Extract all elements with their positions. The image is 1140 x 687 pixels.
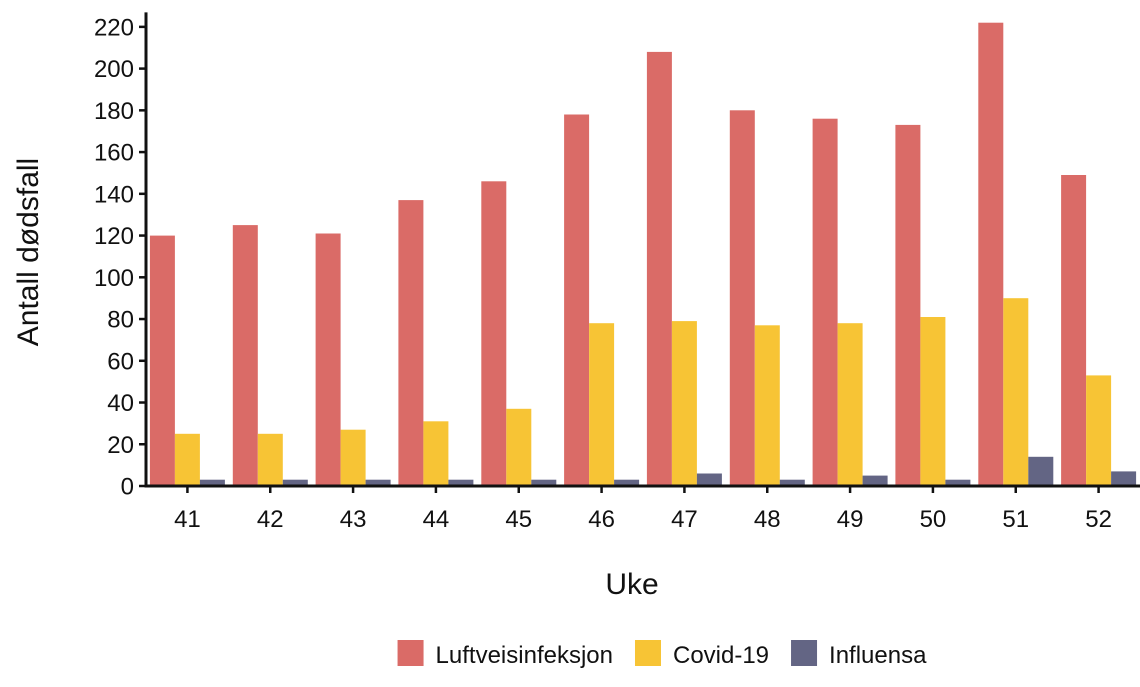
y-tick-label-20: 20 (107, 432, 134, 459)
bar-luftveisinfeksjon-42 (233, 225, 258, 486)
bar-covid-19-43 (341, 430, 366, 486)
legend-swatch-covid-19 (635, 640, 661, 666)
y-tick-label-80: 80 (107, 307, 134, 334)
legend-label-influensa: Influensa (829, 642, 927, 669)
bars-group (150, 23, 1136, 486)
bar-influensa-52 (1111, 471, 1136, 486)
legend: Luftveisinfeksjon Covid-19 Influensa (398, 640, 928, 669)
bar-luftveisinfeksjon-48 (730, 110, 755, 486)
y-tick-label-200: 200 (94, 56, 134, 83)
x-tick-label-44: 44 (423, 506, 450, 533)
x-axis-title: Uke (605, 568, 658, 601)
bar-luftveisinfeksjon-50 (895, 125, 920, 486)
x-tick-label-43: 43 (340, 506, 367, 533)
bar-covid-19-45 (506, 409, 531, 486)
bar-luftveisinfeksjon-43 (316, 234, 341, 487)
y-tick-label-100: 100 (94, 265, 134, 292)
bar-luftveisinfeksjon-52 (1061, 175, 1086, 486)
y-tick-label-120: 120 (94, 223, 134, 250)
x-tick-label-41: 41 (174, 506, 201, 533)
y-tick-label-60: 60 (107, 348, 134, 375)
x-tick-label-47: 47 (671, 506, 698, 533)
y-tick-label-160: 160 (94, 140, 134, 167)
bar-covid-19-52 (1086, 375, 1111, 486)
x-tick-label-48: 48 (754, 506, 781, 533)
bar-influensa-51 (1028, 457, 1053, 486)
bar-luftveisinfeksjon-47 (647, 52, 672, 486)
bar-influensa-47 (697, 474, 722, 487)
y-tick-label-180: 180 (94, 98, 134, 125)
x-tick-label-49: 49 (837, 506, 864, 533)
x-tick-label-50: 50 (920, 506, 947, 533)
bar-luftveisinfeksjon-46 (564, 115, 589, 487)
bar-covid-19-44 (423, 421, 448, 486)
y-tick-label-40: 40 (107, 390, 134, 417)
bar-covid-19-51 (1003, 298, 1028, 486)
bar-luftveisinfeksjon-44 (398, 200, 423, 486)
y-axis-title: Antall dødsfall (12, 158, 45, 346)
x-tick-label-42: 42 (257, 506, 284, 533)
x-tick-label-52: 52 (1085, 506, 1112, 533)
bar-covid-19-47 (672, 321, 697, 486)
x-axis: 41 42 43 44 45 46 47 48 49 50 51 52 (145, 486, 1140, 533)
y-tick-label-140: 140 (94, 181, 134, 208)
bar-luftveisinfeksjon-49 (813, 119, 838, 486)
y-axis: 0 20 40 60 80 100 120 140 160 180 200 220 (94, 12, 146, 500)
bar-covid-19-46 (589, 323, 614, 486)
bar-influensa-49 (863, 476, 888, 486)
bar-covid-19-49 (838, 323, 863, 486)
legend-swatch-influensa (791, 640, 817, 666)
y-tick-label-220: 220 (94, 14, 134, 41)
bar-covid-19-42 (258, 434, 283, 486)
bar-luftveisinfeksjon-45 (481, 181, 506, 486)
legend-label-covid-19: Covid-19 (673, 642, 769, 669)
legend-swatch-luftveisinfeksjon (398, 640, 424, 666)
bar-covid-19-41 (175, 434, 200, 486)
x-tick-label-51: 51 (1002, 506, 1029, 533)
bar-luftveisinfeksjon-41 (150, 236, 175, 486)
x-tick-label-45: 45 (505, 506, 532, 533)
legend-label-luftveisinfeksjon: Luftveisinfeksjon (436, 642, 613, 669)
bar-covid-19-50 (920, 317, 945, 486)
bar-luftveisinfeksjon-51 (978, 23, 1003, 486)
bar-covid-19-48 (755, 325, 780, 486)
x-tick-label-46: 46 (588, 506, 615, 533)
y-tick-label-0: 0 (121, 474, 134, 501)
